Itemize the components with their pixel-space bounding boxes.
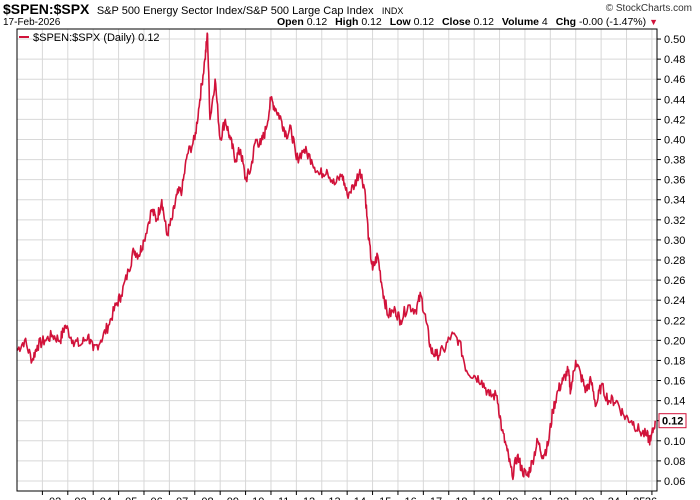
x-tick-label: 06 [151, 496, 163, 500]
low-value: 0.12 [413, 16, 435, 28]
x-tick-label: 18 [455, 496, 467, 500]
open-label: Open [276, 16, 304, 28]
exchange: INDX [381, 6, 404, 16]
x-tick-label: 20 [506, 496, 518, 500]
chg-label: Chg [555, 16, 577, 28]
y-tick-label: 0.44 [664, 94, 685, 106]
symbol: $SPEN:$SPX [3, 1, 90, 17]
x-tick-label: 15 [379, 496, 391, 500]
y-tick-label: 0.30 [664, 235, 685, 247]
y-tick-label: 0.26 [664, 275, 685, 287]
y-axis-ticks: 0.06 0.08 0.10 0.12 0.14 0.16 0.18 0.20 0.22 0.24… [657, 34, 685, 488]
y-tick-label: 0.46 [664, 74, 685, 86]
x-tick-label: 14 [354, 496, 366, 500]
y-tick-label: 0.10 [664, 436, 685, 448]
y-tick-label: 0.14 [664, 396, 685, 408]
y-tick-label: 0.32 [664, 215, 685, 227]
y-tick-label: 0.06 [664, 476, 685, 488]
x-tick-label: 10 [252, 496, 264, 500]
x-tick-label: 26 [645, 496, 657, 500]
grid-lines [17, 29, 657, 491]
chg-down-arrow-icon: ▼ [649, 17, 658, 27]
y-tick-label: 0.48 [664, 54, 685, 66]
x-tick-label: 04 [100, 496, 112, 500]
x-tick-label: 16 [405, 496, 417, 500]
y-tick-label: 0.34 [664, 195, 685, 207]
high-value: 0.12 [361, 16, 382, 28]
open-value: 0.12 [306, 16, 328, 28]
last-value-marker: 0.12 [658, 413, 687, 429]
x-tick-label: 09 [227, 496, 239, 500]
x-tick-label: 19 [481, 496, 493, 500]
x-tick-label: 25 [633, 496, 645, 500]
legend: $SPEN:$SPX (Daily) 0.12 [19, 32, 160, 44]
high-label: High [335, 16, 359, 28]
last-value-label: 0.12 [662, 416, 683, 428]
chg-value: -0.00 (-1.47%) [579, 16, 647, 28]
volume-label: Volume [501, 16, 539, 28]
x-tick-label: 22 [557, 496, 569, 500]
close-value: 0.12 [473, 16, 494, 28]
series-group [16, 32, 656, 481]
index-name: S&P 500 Energy Sector Index/S&P 500 Larg… [96, 5, 374, 17]
y-tick-label: 0.50 [664, 34, 685, 46]
x-tick-label: 23 [582, 496, 594, 500]
volume-value: 4 [541, 16, 548, 28]
y-tick-label: 0.24 [664, 295, 685, 307]
chart-date: 17-Feb-2026 [3, 17, 61, 28]
y-tick-label: 0.28 [664, 255, 685, 267]
x-tick-label: 03 [74, 496, 86, 500]
x-tick-label: 21 [532, 496, 544, 500]
x-tick-label: 24 [608, 496, 620, 500]
x-axis-ticks: 02 03 04 05 06 07 08 09 10 11 12 13 14 15 16 17 18 19 20 21… [41, 491, 657, 500]
y-tick-label: 0.16 [664, 376, 685, 388]
legend-label: $SPEN:$SPX (Daily) 0.12 [33, 32, 160, 44]
series-line [16, 32, 656, 481]
ohlc-summary: Open 0.12 High 0.12 Low 0.12 Close 0.12 … [277, 16, 658, 28]
x-tick-label: 12 [303, 496, 315, 500]
x-tick-label: 13 [328, 496, 340, 500]
y-tick-label: 0.38 [664, 155, 685, 167]
x-tick-label: 05 [125, 496, 137, 500]
chart-header: $SPEN:$SPX S&P 500 Energy Sector Index/S… [0, 0, 700, 28]
y-tick-label: 0.20 [664, 335, 685, 347]
y-tick-label: 0.42 [664, 114, 685, 126]
x-tick-label: 17 [430, 496, 442, 500]
x-tick-label: 02 [49, 496, 61, 500]
last-value-box [658, 413, 687, 429]
x-tick-label: 11 [278, 496, 289, 500]
close-label: Close [441, 16, 471, 28]
y-tick-label: 0.18 [664, 355, 685, 367]
chart-title: $SPEN:$SPX S&P 500 Energy Sector Index/S… [3, 1, 403, 19]
x-tick-label: 08 [201, 496, 213, 500]
x-tick-label: 07 [176, 496, 188, 500]
stockcharts-watermark: © StockCharts.com [605, 3, 692, 14]
y-tick-label: 0.36 [664, 175, 685, 187]
y-tick-label: 0.22 [664, 315, 685, 327]
y-tick-label: 0.40 [664, 134, 685, 146]
low-label: Low [389, 16, 411, 28]
y-tick-label: 0.08 [664, 456, 685, 468]
